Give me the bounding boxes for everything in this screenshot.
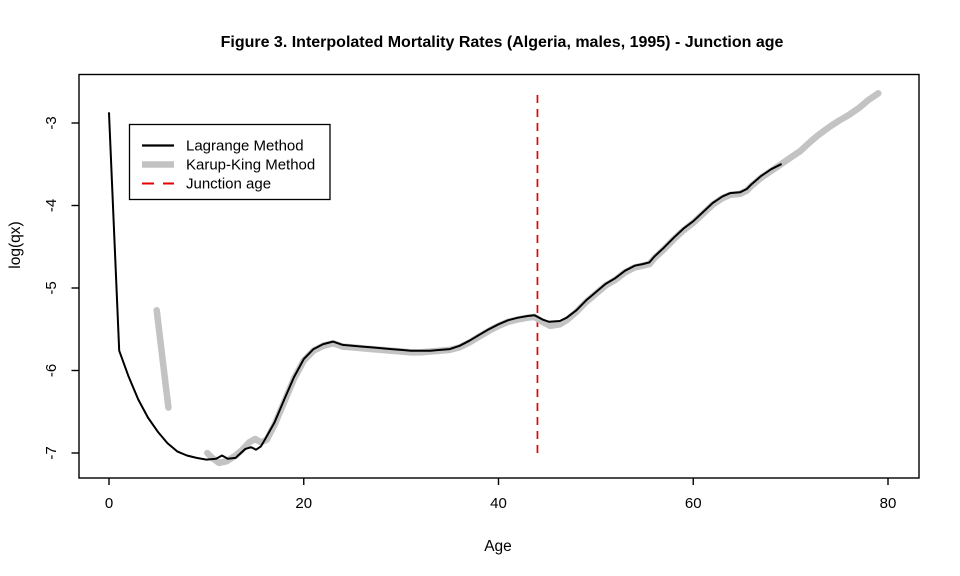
y-tick-label: -6 [43, 364, 60, 377]
y-tick-label: -5 [43, 281, 60, 294]
x-tick-label: 60 [685, 495, 702, 512]
y-tick-label: -4 [43, 199, 60, 212]
legend-label-junction-age: Junction age [186, 176, 271, 193]
series-lagrange-method [108, 112, 782, 461]
y-tick-label: -7 [43, 446, 60, 459]
legend-label-karup-king: Karup-King Method [186, 157, 315, 174]
series-karup-king-method-child-segment- [153, 307, 172, 411]
chart-title: Figure 3. Interpolated Mortality Rates (… [221, 34, 784, 51]
x-tick-label: 20 [295, 495, 312, 512]
y-axis: -3 -4 -5 -6 -7 [43, 116, 79, 460]
y-tick-label: -3 [43, 116, 60, 129]
x-tick-label: 80 [880, 495, 897, 512]
x-axis: 0 20 40 60 80 [105, 478, 897, 512]
legend: Lagrange Method Karup-King Method Juncti… [128, 123, 331, 201]
x-tick-label: 40 [490, 495, 507, 512]
legend-label-lagrange: Lagrange Method [186, 138, 304, 155]
x-tick-label: 0 [105, 495, 113, 512]
series-lines [108, 90, 882, 467]
x-axis-title: Age [484, 538, 512, 555]
y-axis-title: log(qx) [7, 221, 24, 268]
